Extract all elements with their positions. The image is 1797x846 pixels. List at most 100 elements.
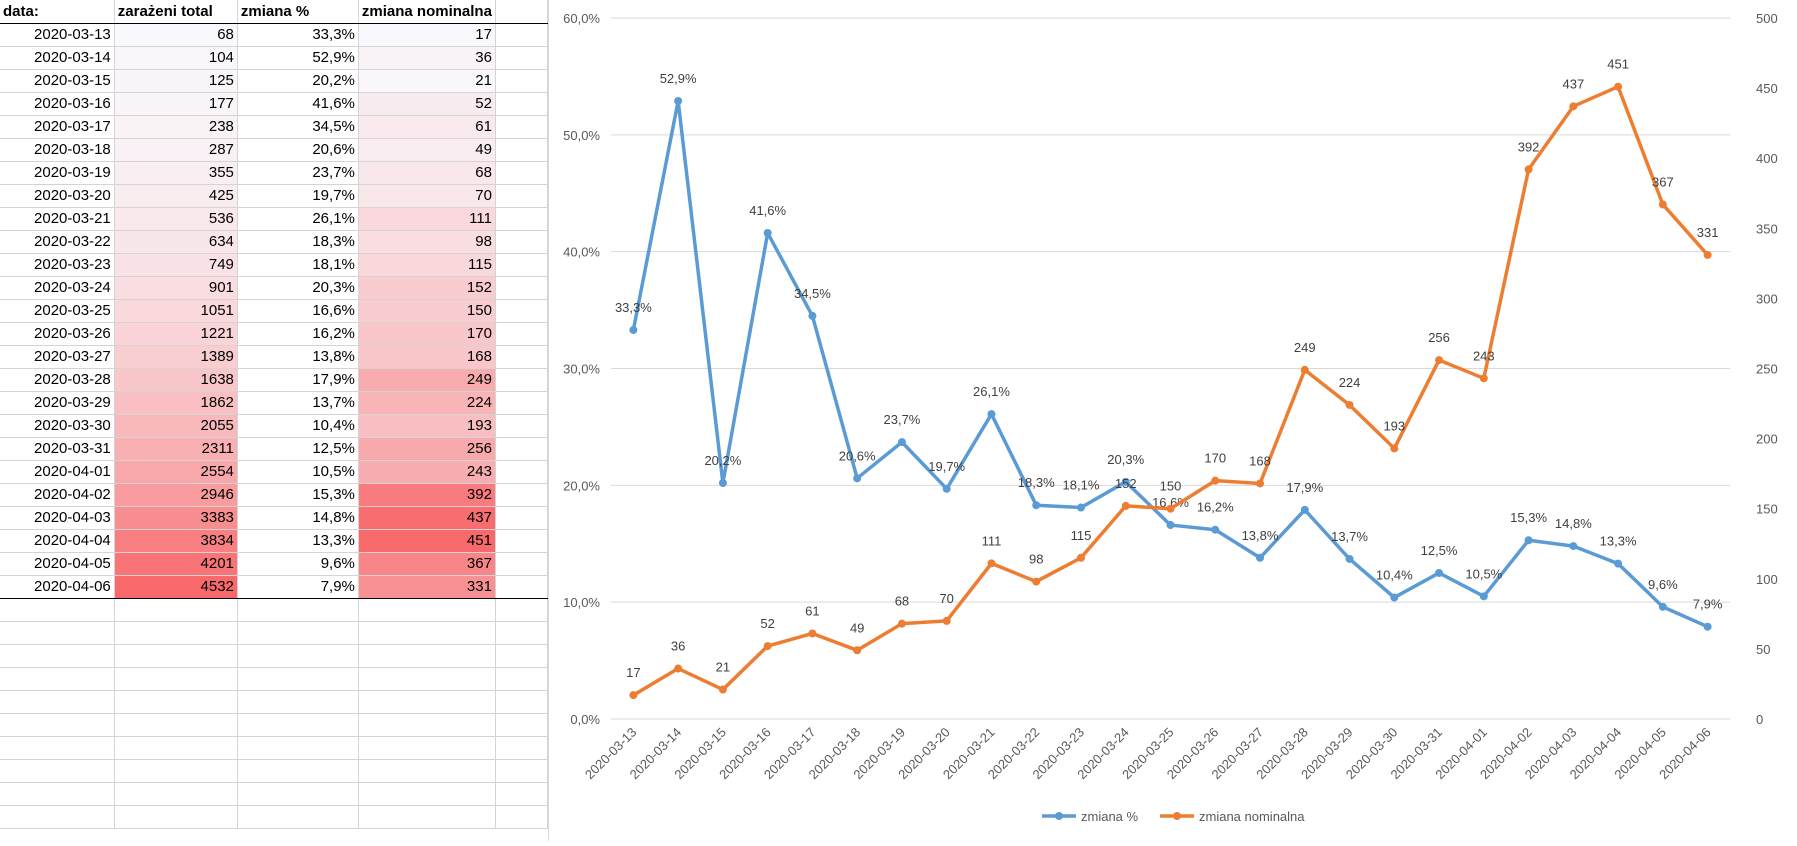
column-header[interactable]: zarażeni total: [114, 0, 238, 24]
table-cell[interactable]: 2020-03-18: [0, 138, 115, 162]
table-cell[interactable]: 224: [358, 391, 496, 415]
empty-cell[interactable]: [0, 621, 115, 645]
empty-cell[interactable]: [114, 782, 238, 806]
table-cell[interactable]: 13,3%: [237, 529, 359, 553]
table-cell[interactable]: 2020-03-31: [0, 437, 115, 461]
empty-cell[interactable]: [358, 805, 496, 829]
table-cell[interactable]: 36: [358, 46, 496, 70]
empty-cell[interactable]: [495, 161, 548, 185]
empty-cell[interactable]: [0, 759, 115, 783]
table-cell[interactable]: 98: [358, 230, 496, 254]
table-cell[interactable]: 152: [358, 276, 496, 300]
table-cell[interactable]: 2311: [114, 437, 238, 461]
empty-cell[interactable]: [237, 736, 359, 760]
table-cell[interactable]: 20,6%: [237, 138, 359, 162]
empty-cell[interactable]: [237, 805, 359, 829]
empty-cell[interactable]: [358, 598, 496, 622]
empty-cell[interactable]: [495, 368, 548, 392]
table-cell[interactable]: 17,9%: [237, 368, 359, 392]
table-cell[interactable]: 19,7%: [237, 184, 359, 208]
table-cell[interactable]: 1638: [114, 368, 238, 392]
table-cell[interactable]: 20,3%: [237, 276, 359, 300]
table-cell[interactable]: 15,3%: [237, 483, 359, 507]
table-cell[interactable]: 10,4%: [237, 414, 359, 438]
spreadsheet[interactable]: data: zarażeni total zmiana % zmiana nomina…: [0, 0, 548, 841]
table-cell[interactable]: 238: [114, 115, 238, 139]
table-cell[interactable]: 2020-03-20: [0, 184, 115, 208]
table-cell[interactable]: 256: [358, 437, 496, 461]
empty-cell[interactable]: [495, 276, 548, 300]
table-cell[interactable]: 17: [358, 23, 496, 47]
empty-cell[interactable]: [495, 437, 548, 461]
table-cell[interactable]: 150: [358, 299, 496, 323]
table-cell[interactable]: 125: [114, 69, 238, 93]
table-cell[interactable]: 2020-03-16: [0, 92, 115, 116]
empty-cell[interactable]: [114, 805, 238, 829]
table-cell[interactable]: 168: [358, 345, 496, 369]
empty-cell[interactable]: [237, 621, 359, 645]
column-header[interactable]: zmiana %: [237, 0, 359, 24]
table-cell[interactable]: 14,8%: [237, 506, 359, 530]
empty-cell[interactable]: [495, 184, 548, 208]
table-cell[interactable]: 2020-03-24: [0, 276, 115, 300]
table-cell[interactable]: 2020-03-30: [0, 414, 115, 438]
table-cell[interactable]: 16,2%: [237, 322, 359, 346]
table-cell[interactable]: 52: [358, 92, 496, 116]
table-cell[interactable]: 4532: [114, 575, 238, 599]
table-cell[interactable]: 1051: [114, 299, 238, 323]
empty-cell[interactable]: [114, 598, 238, 622]
table-cell[interactable]: 2020-03-15: [0, 69, 115, 93]
empty-cell[interactable]: [495, 69, 548, 93]
table-cell[interactable]: 21: [358, 69, 496, 93]
table-cell[interactable]: 61: [358, 115, 496, 139]
empty-cell[interactable]: [495, 621, 548, 645]
empty-cell[interactable]: [358, 621, 496, 645]
table-cell[interactable]: 3834: [114, 529, 238, 553]
table-cell[interactable]: 425: [114, 184, 238, 208]
empty-cell[interactable]: [114, 667, 238, 691]
empty-cell[interactable]: [495, 230, 548, 254]
empty-cell[interactable]: [358, 644, 496, 668]
table-cell[interactable]: 3383: [114, 506, 238, 530]
table-cell[interactable]: 20,2%: [237, 69, 359, 93]
empty-cell[interactable]: [237, 690, 359, 714]
table-cell[interactable]: 2020-04-05: [0, 552, 115, 576]
table-cell[interactable]: 18,3%: [237, 230, 359, 254]
empty-cell[interactable]: [114, 644, 238, 668]
table-cell[interactable]: 16,6%: [237, 299, 359, 323]
table-cell[interactable]: 23,7%: [237, 161, 359, 185]
empty-cell[interactable]: [0, 644, 115, 668]
empty-cell[interactable]: [495, 805, 548, 829]
table-cell[interactable]: 2020-03-21: [0, 207, 115, 231]
table-cell[interactable]: 70: [358, 184, 496, 208]
empty-cell[interactable]: [495, 92, 548, 116]
table-cell[interactable]: 2554: [114, 460, 238, 484]
empty-cell[interactable]: [495, 391, 548, 415]
table-cell[interactable]: 287: [114, 138, 238, 162]
empty-cell[interactable]: [495, 253, 548, 277]
table-cell[interactable]: 749: [114, 253, 238, 277]
column-header[interactable]: zmiana nominalna: [358, 0, 496, 24]
table-cell[interactable]: 10,5%: [237, 460, 359, 484]
table-cell[interactable]: 170: [358, 322, 496, 346]
empty-cell[interactable]: [495, 506, 548, 530]
empty-cell[interactable]: [237, 759, 359, 783]
table-cell[interactable]: 2020-03-28: [0, 368, 115, 392]
table-cell[interactable]: 68: [358, 161, 496, 185]
empty-cell[interactable]: [114, 759, 238, 783]
table-cell[interactable]: 2020-04-01: [0, 460, 115, 484]
table-cell[interactable]: 2946: [114, 483, 238, 507]
empty-cell[interactable]: [495, 115, 548, 139]
empty-cell[interactable]: [358, 782, 496, 806]
table-cell[interactable]: 26,1%: [237, 207, 359, 231]
empty-cell[interactable]: [495, 713, 548, 737]
empty-cell[interactable]: [495, 667, 548, 691]
table-cell[interactable]: 4201: [114, 552, 238, 576]
table-cell[interactable]: 13,7%: [237, 391, 359, 415]
table-cell[interactable]: 243: [358, 460, 496, 484]
empty-cell[interactable]: [0, 782, 115, 806]
empty-cell[interactable]: [358, 690, 496, 714]
empty-cell[interactable]: [0, 713, 115, 737]
empty-cell[interactable]: [114, 690, 238, 714]
empty-cell[interactable]: [237, 782, 359, 806]
